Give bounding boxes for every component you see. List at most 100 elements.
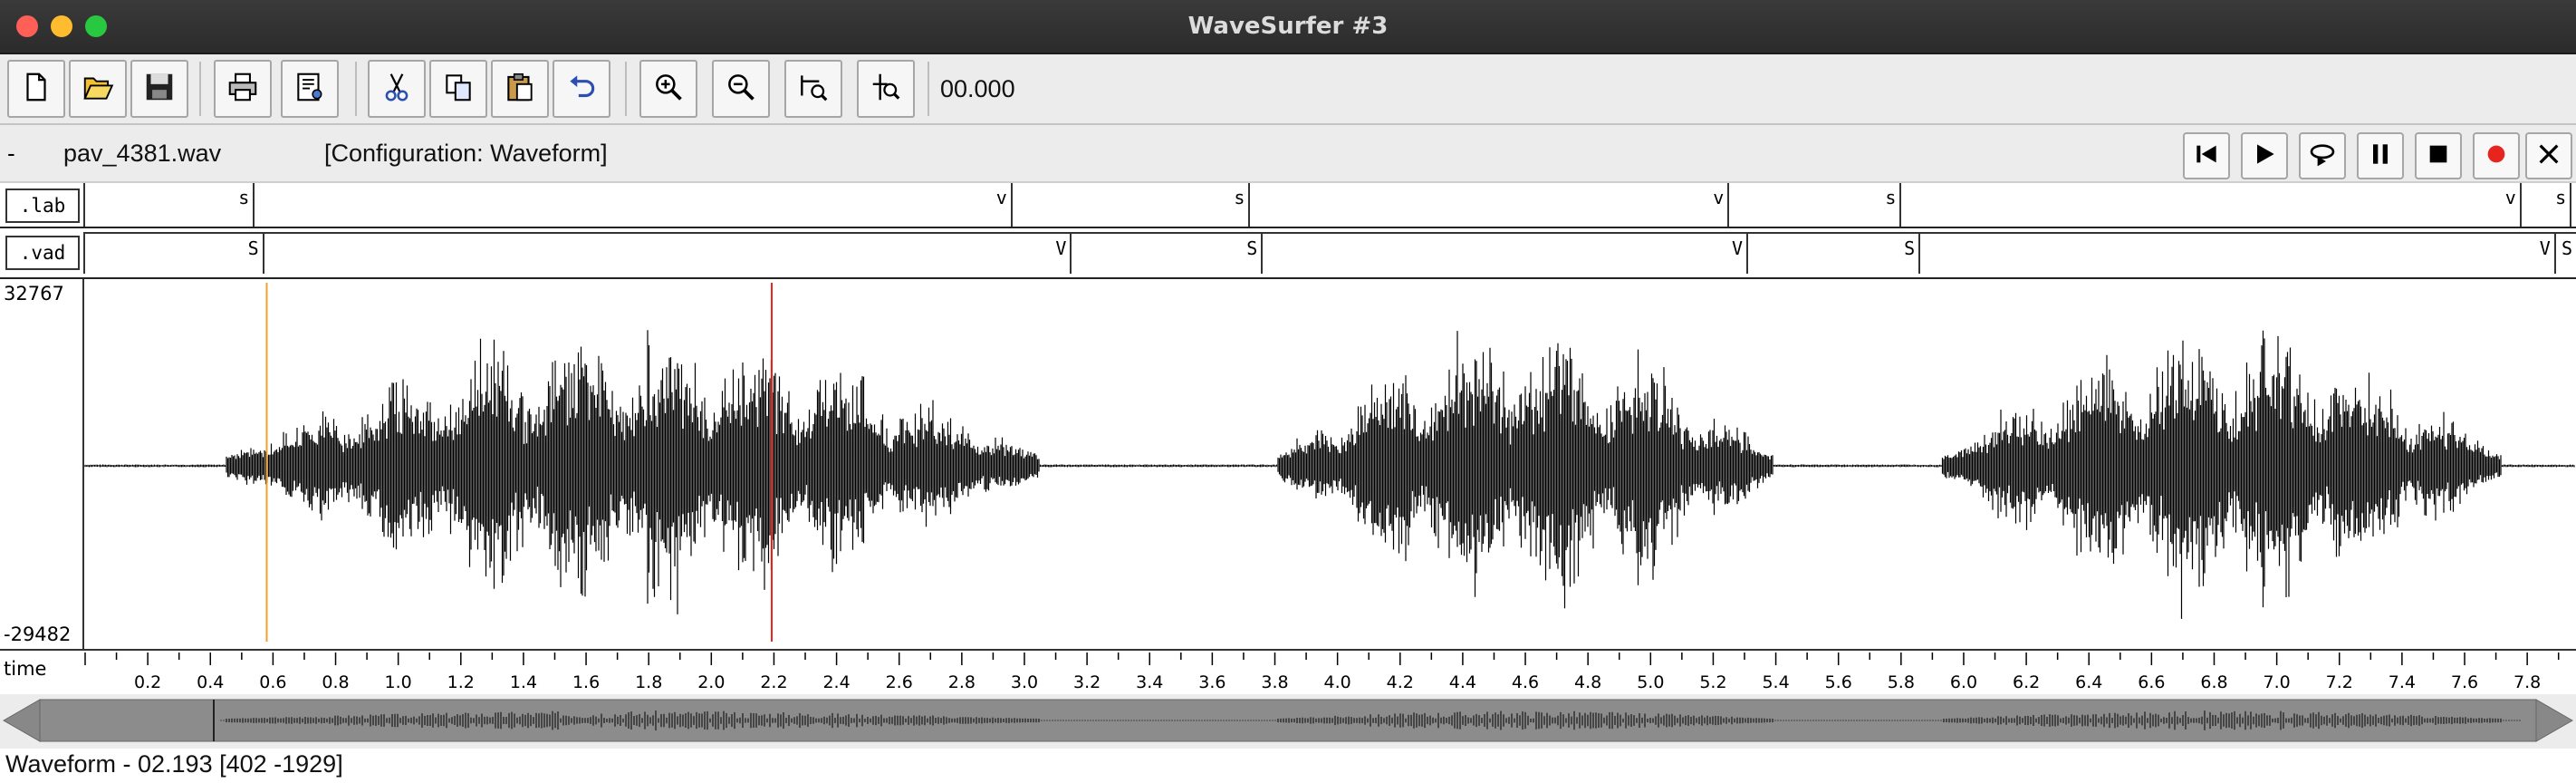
lab-segment-label: s (1885, 187, 1897, 208)
go-to-start-button[interactable] (2183, 132, 2230, 179)
lab-segment-label: v (2504, 187, 2516, 208)
tier-label-lab[interactable]: .lab (5, 188, 80, 223)
time-tick-label: 4.8 (1574, 672, 1602, 692)
time-tick-label: 5.8 (1887, 672, 1915, 692)
vad-segment-label: S (1904, 237, 1916, 259)
time-tick-label: 6.8 (2200, 672, 2228, 692)
zoom-in-icon (651, 70, 686, 109)
vad-boundary[interactable] (1070, 234, 1072, 274)
time-tick-label: 2.8 (947, 672, 976, 692)
time-tick-label: 2.4 (822, 672, 851, 692)
status-text: Waveform - 02.193 [402 -1929] (5, 750, 343, 778)
vad-boundary[interactable] (2553, 234, 2556, 274)
lab-boundary[interactable] (1248, 183, 1251, 227)
configuration-label: [Configuration: Waveform] (324, 140, 608, 167)
vad-boundary[interactable] (262, 234, 264, 274)
time-tick-label: 1.2 (447, 672, 475, 692)
scroll-left-arrow-icon[interactable] (2, 699, 41, 742)
time-tick-label: 7.0 (2263, 672, 2291, 692)
play-loop-button[interactable] (2299, 132, 2346, 179)
header-dash[interactable]: - (7, 140, 15, 167)
pause-button[interactable] (2357, 132, 2404, 179)
time-tick-label: 0.4 (197, 672, 225, 692)
cut-button[interactable] (368, 60, 426, 118)
tier-label-vad[interactable]: .vad (5, 236, 80, 270)
title-bar: WaveSurfer #3 (0, 0, 2576, 54)
lab-boundary[interactable] (2519, 183, 2522, 227)
folder-open-icon (81, 70, 115, 109)
time-tick-label: 4.2 (1386, 672, 1414, 692)
zoom-in-button[interactable] (639, 60, 697, 118)
lab-boundary[interactable] (1010, 183, 1013, 227)
waveform-pane[interactable]: 32767 -29482 (0, 279, 2576, 649)
save-button[interactable] (130, 60, 188, 118)
pause-icon (2366, 140, 2395, 173)
properties-button[interactable] (281, 60, 339, 118)
time-tick-label: 4.4 (1448, 672, 1476, 692)
vad-segment-label: V (1732, 237, 1744, 259)
time-tick-label: 5.6 (1824, 672, 1852, 692)
stop-button[interactable] (2415, 132, 2462, 179)
copy-button[interactable] (429, 60, 487, 118)
lab-boundary[interactable] (1899, 183, 1902, 227)
zoom-out-button[interactable] (712, 60, 770, 118)
time-tick-label: 4.6 (1511, 672, 1540, 692)
vad-boundary[interactable] (1261, 234, 1264, 274)
scroll-right-arrow-icon[interactable] (2535, 699, 2574, 742)
time-tick-label: 6.2 (2012, 672, 2041, 692)
amplitude-min-label: -29482 (4, 624, 72, 645)
time-tick-label: 5.0 (1637, 672, 1665, 692)
zoom-to-selection-button[interactable] (784, 60, 842, 118)
time-tick-label: 5.4 (1762, 672, 1790, 692)
time-tick-label: 4.0 (1323, 672, 1351, 692)
vad-boundary[interactable] (1918, 234, 1921, 274)
time-tick-label: 0.8 (322, 672, 350, 692)
window-close-icon[interactable] (16, 15, 38, 37)
vad-segment-label: S (2562, 237, 2573, 259)
waveform-plot[interactable] (0, 279, 2576, 649)
zoom-out-icon (724, 70, 758, 109)
lab-boundary[interactable] (1727, 183, 1730, 227)
time-tick-label: 2.2 (760, 672, 788, 692)
print-button[interactable] (214, 60, 272, 118)
stop-icon (2424, 140, 2453, 173)
undo-button[interactable] (553, 60, 610, 118)
window-title: WaveSurfer #3 (1187, 13, 1389, 40)
zoom-selection-icon (796, 70, 831, 109)
time-tick-label: 1.4 (509, 672, 538, 692)
window-minimize-icon[interactable] (51, 15, 72, 37)
lab-segment-label: v (1713, 187, 1725, 208)
clipboard-icon (503, 70, 537, 109)
time-tick-label: 7.2 (2325, 672, 2353, 692)
vad-segment-label: S (1246, 237, 1258, 259)
play-button[interactable] (2241, 132, 2288, 179)
time-tick-label: 7.4 (2388, 672, 2416, 692)
record-button[interactable] (2473, 132, 2520, 179)
time-tick-label: 7.8 (2514, 672, 2542, 692)
printer-icon (226, 70, 260, 109)
lab-boundary[interactable] (2570, 183, 2572, 227)
time-tick-label: 2.6 (885, 672, 913, 692)
vad-segment-label: S (247, 237, 259, 259)
lab-segment-label: s (238, 187, 250, 208)
new-file-button[interactable] (7, 60, 65, 118)
paste-button[interactable] (491, 60, 549, 118)
time-tick-label: 7.6 (2450, 672, 2479, 692)
lab-tier[interactable]: .lab s v s v s v s (0, 183, 2576, 228)
time-tick-label: 5.2 (1699, 672, 1727, 692)
vad-boundary[interactable] (1746, 234, 1748, 274)
sound-filename: pav_4381.wav (63, 140, 222, 167)
status-bar: Waveform - 02.193 [402 -1929] (0, 749, 2576, 783)
time-tick-label: 1.0 (384, 672, 412, 692)
open-file-button[interactable] (69, 60, 127, 118)
overview-scrollbar[interactable] (0, 694, 2576, 747)
copy-icon (441, 70, 476, 109)
close-sound-button[interactable] (2525, 132, 2572, 179)
lab-boundary[interactable] (253, 183, 255, 227)
window-zoom-icon[interactable] (85, 15, 107, 37)
time-tick-label: 2.0 (697, 672, 726, 692)
zoom-to-cursor-button[interactable] (857, 60, 915, 118)
